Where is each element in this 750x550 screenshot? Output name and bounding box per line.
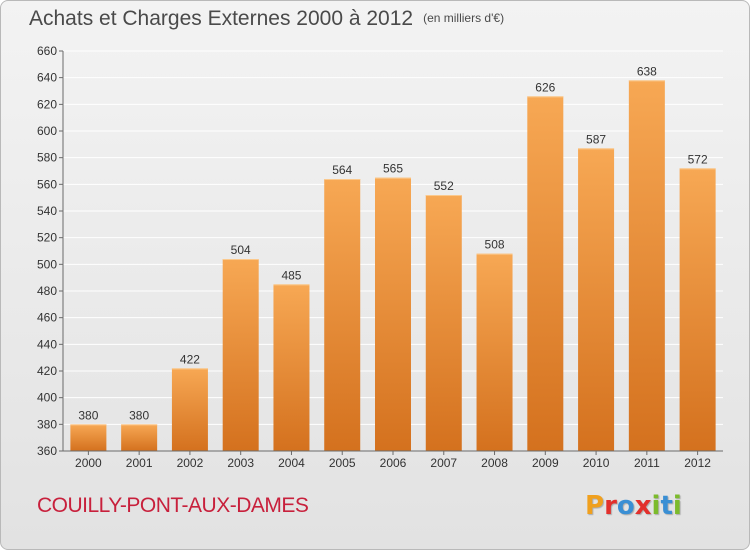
data-label: 638 (637, 64, 657, 78)
y-tick-label: 660 (37, 44, 57, 58)
logo-letter: r (604, 491, 617, 521)
commune-name: COUILLY-PONT-AUX-DAMES (37, 494, 309, 517)
y-tick-label: 360 (37, 444, 57, 458)
bar (70, 424, 107, 451)
bar (476, 253, 513, 451)
bar (222, 259, 259, 451)
data-label: 626 (535, 80, 555, 94)
data-label: 504 (231, 243, 251, 257)
logo-letter: i (651, 491, 661, 521)
bar (121, 424, 158, 451)
x-tick-label: 2008 (481, 456, 508, 470)
data-label: 380 (129, 408, 149, 422)
bar (628, 80, 665, 451)
x-tick-label: 2010 (583, 456, 610, 470)
y-tick-label: 380 (37, 417, 57, 431)
y-tick-label: 400 (37, 391, 57, 405)
x-tick-label: 2009 (532, 456, 559, 470)
x-tick-label: 2007 (430, 456, 457, 470)
x-tick-label: 2012 (684, 456, 711, 470)
data-label: 587 (586, 132, 606, 146)
x-tick-label: 2001 (126, 456, 153, 470)
data-label: 565 (383, 162, 403, 176)
y-tick-label: 600 (37, 124, 57, 138)
logo-letter: i (672, 491, 682, 521)
bar (375, 177, 411, 451)
bar (578, 148, 615, 452)
y-tick-label: 640 (37, 71, 57, 85)
bar (679, 168, 716, 452)
bar (527, 96, 564, 451)
y-tick-label: 520 (37, 231, 57, 245)
logo-letter: t (660, 491, 673, 521)
y-tick-label: 560 (37, 177, 57, 191)
x-tick-label: 2002 (177, 456, 204, 470)
data-label: 508 (485, 238, 505, 252)
logo-letter: o (616, 491, 635, 521)
y-tick-label: 620 (37, 97, 57, 111)
y-tick-label: 420 (37, 364, 57, 378)
data-label: 572 (688, 152, 708, 166)
y-tick-label: 440 (37, 337, 57, 351)
chart-unit-label: (en milliers d'€) (423, 11, 505, 25)
logo-letter: P (585, 491, 605, 521)
data-label: 485 (281, 268, 301, 282)
logo-letter: x (634, 491, 652, 521)
x-tick-label: 2000 (75, 456, 102, 470)
y-tick-label: 540 (37, 204, 57, 218)
y-tick-label: 460 (37, 311, 57, 325)
x-tick-label: 2011 (634, 456, 660, 470)
y-tick-label: 580 (37, 151, 57, 165)
y-tick-label: 480 (37, 284, 57, 298)
data-label: 564 (332, 163, 352, 177)
bar (273, 284, 310, 451)
x-tick-label: 2004 (278, 456, 305, 470)
x-tick-label: 2003 (227, 456, 254, 470)
bar (425, 195, 462, 451)
data-label: 380 (78, 408, 98, 422)
x-tick-label: 2006 (380, 456, 407, 470)
chart-title-text: Achats et Charges Externes 2000 à 2012 (29, 7, 414, 30)
bar (171, 368, 208, 451)
x-tick-label: 2005 (329, 456, 356, 470)
y-tick-label: 500 (37, 257, 57, 271)
proxiti-logo: Proxiti (585, 491, 682, 521)
bar (324, 179, 361, 451)
data-label: 552 (434, 179, 454, 193)
data-label: 422 (180, 352, 200, 366)
chart-title: Achats et Charges Externes 2000 à 2012 (e… (29, 7, 504, 31)
